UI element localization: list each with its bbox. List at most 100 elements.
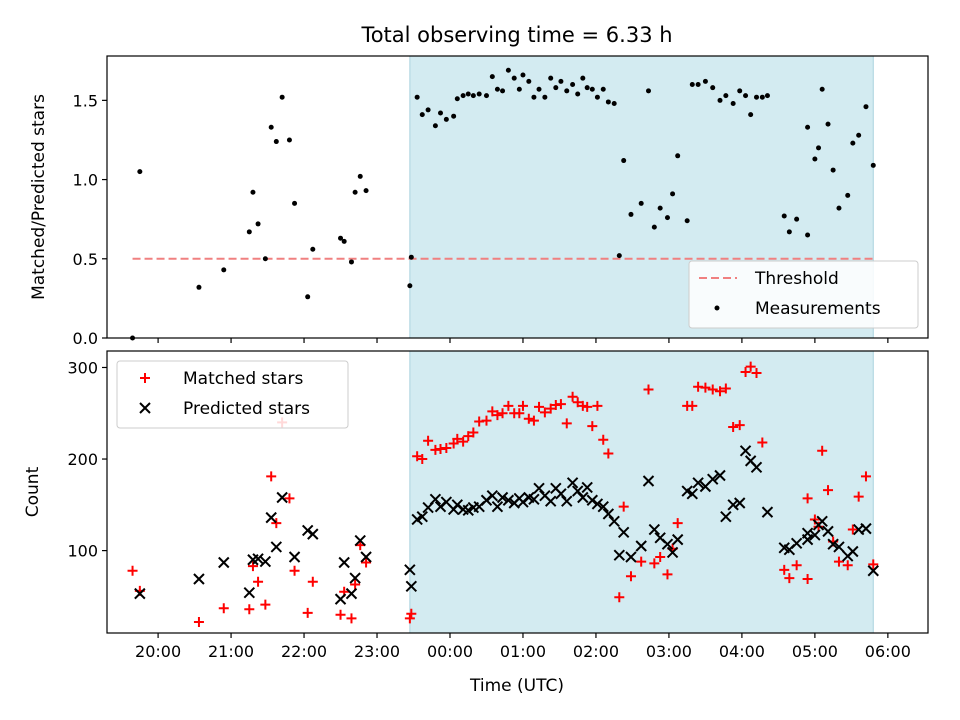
- data-point: [827, 538, 839, 550]
- data-point: [689, 82, 695, 88]
- data-point: [860, 471, 871, 482]
- y-tick-label: 1.0: [73, 171, 98, 190]
- data-point: [458, 436, 469, 447]
- data-point: [531, 94, 537, 100]
- data-point: [305, 294, 311, 300]
- data-point: [823, 485, 834, 496]
- data-point: [491, 500, 504, 513]
- data-point: [707, 384, 718, 395]
- data-point: [443, 116, 449, 122]
- data-point: [265, 511, 277, 524]
- data-point: [417, 454, 428, 465]
- data-point: [856, 132, 862, 138]
- data-point: [572, 397, 583, 408]
- data-point: [695, 82, 701, 88]
- data-point: [553, 85, 559, 91]
- data-point: [407, 283, 413, 289]
- x-tick-label: 01:00: [500, 642, 546, 661]
- y-tick-label: 300: [67, 358, 98, 377]
- x-tick-label: 21:00: [208, 642, 254, 661]
- data-point: [867, 565, 879, 577]
- data-point: [853, 491, 864, 502]
- data-point: [468, 427, 479, 438]
- x-tick-label: 23:00: [354, 642, 400, 661]
- data-point: [137, 169, 143, 175]
- legend-box: [688, 260, 919, 329]
- data-point: [262, 256, 268, 262]
- data-point: [643, 384, 654, 395]
- data-point: [528, 493, 540, 506]
- data-point: [714, 469, 726, 482]
- data-point: [492, 410, 503, 421]
- data-point: [754, 94, 760, 100]
- data-point: [416, 511, 428, 523]
- data-point: [845, 192, 851, 198]
- data-point: [786, 229, 792, 235]
- data-point: [520, 72, 526, 78]
- x-tick-label: 00:00: [427, 642, 473, 661]
- x-tick-label: 22:00: [281, 642, 327, 661]
- data-point: [348, 259, 354, 265]
- data-point: [193, 573, 205, 585]
- data-point: [335, 609, 346, 620]
- data-point: [406, 608, 417, 619]
- data-point: [470, 93, 476, 99]
- data-point: [591, 498, 604, 510]
- data-point: [545, 403, 556, 414]
- data-point: [255, 221, 261, 227]
- data-point: [594, 94, 600, 100]
- data-point: [611, 101, 617, 107]
- legend-item-predicted-stars-swatch: [139, 402, 151, 414]
- data-point: [860, 522, 872, 535]
- data-point: [602, 508, 615, 520]
- data-point: [548, 75, 554, 81]
- data-point: [273, 139, 279, 145]
- x-tick-label: 03:00: [646, 642, 692, 661]
- data-point: [270, 541, 283, 553]
- data-point: [218, 603, 229, 614]
- data-point: [419, 112, 425, 118]
- data-point: [636, 556, 647, 567]
- series-matched-stars: [127, 361, 879, 628]
- data-point: [526, 78, 532, 84]
- data-point: [405, 580, 418, 593]
- data-point: [702, 78, 708, 84]
- x-tick-label: 20:00: [135, 642, 181, 661]
- x-axis-label: Time (UTC): [469, 676, 564, 696]
- y-tick-label: 200: [67, 450, 98, 469]
- data-point: [544, 495, 557, 507]
- data-point: [279, 94, 285, 100]
- data-point: [812, 156, 818, 162]
- x-tick-label: 02:00: [573, 642, 619, 661]
- data-point: [850, 140, 856, 146]
- data-point: [558, 78, 564, 84]
- data-point: [476, 91, 482, 97]
- data-point: [555, 488, 567, 500]
- legend-box: [116, 360, 349, 429]
- data-point: [809, 529, 821, 541]
- data-point: [361, 557, 372, 568]
- data-point: [801, 533, 814, 546]
- data-point: [127, 565, 138, 576]
- legend-item-matched-stars-label: Matched stars: [183, 369, 303, 389]
- data-point: [794, 216, 800, 222]
- data-point: [514, 408, 525, 419]
- data-point: [734, 420, 745, 431]
- legend-item-threshold-label: Threshold: [754, 269, 839, 289]
- data-point: [645, 88, 651, 94]
- data-point: [805, 232, 811, 238]
- data-point: [730, 101, 736, 107]
- data-point: [791, 560, 802, 571]
- data-point: [715, 386, 726, 397]
- data-point: [503, 400, 514, 411]
- data-point: [260, 599, 271, 610]
- data-point: [534, 401, 545, 412]
- y-tick-label: 1.5: [73, 91, 98, 110]
- data-point: [779, 564, 790, 575]
- data-point: [307, 528, 319, 540]
- data-point: [334, 593, 347, 605]
- data-point: [243, 587, 256, 599]
- data-point: [357, 173, 363, 179]
- legend-item-matched-stars-swatch: [140, 373, 150, 383]
- data-point: [134, 587, 146, 600]
